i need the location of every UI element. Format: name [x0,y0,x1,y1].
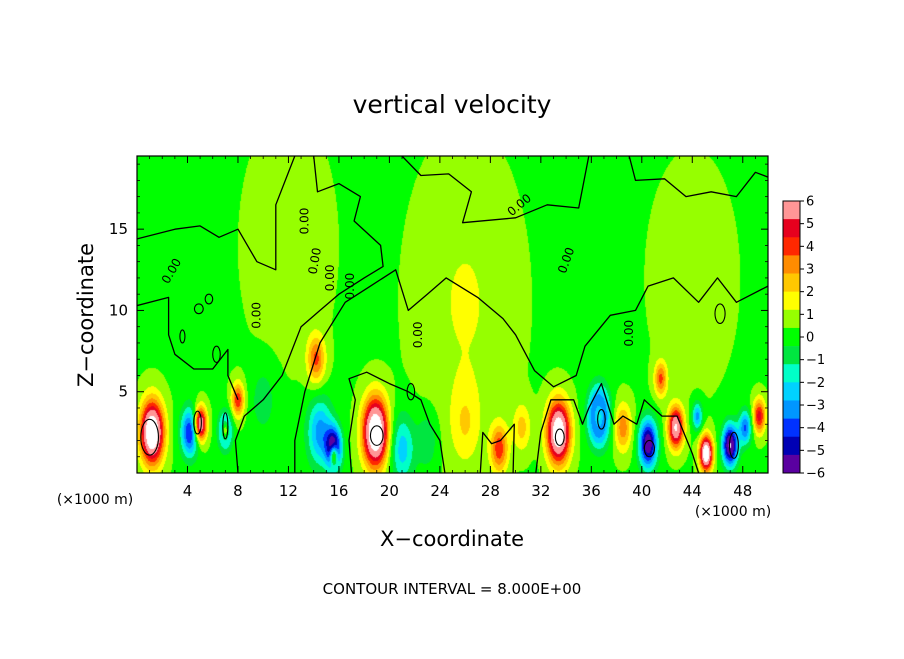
colorbar-bin-14 [783,454,800,474]
y-axis-ticks: 5 10 15 [109,163,768,458]
contour-loop-13 [714,303,726,324]
colorbar-label-6: 0 [806,331,814,346]
z-axis-unit: (×1000 m) [57,492,133,508]
colorbar-bin-13 [783,436,800,456]
x-tick-label-8: 36 [582,482,601,500]
colorbar-label-8: −2 [806,376,825,391]
colorbar-label-3: 3 [806,263,814,278]
contour-line-3 [294,269,768,473]
y-axis-label: Z−coordinate [74,243,98,387]
colorbar-label-10: −4 [806,421,825,436]
x-axis-label: X−coordinate [380,527,524,551]
contour-line-1 [234,156,384,473]
colorbar-bin-6 [783,309,800,329]
velocity-field [137,156,768,473]
contour-line-0 [137,156,296,271]
contour-label-5: 0.00 [343,273,357,300]
x-tick-label-0: 4 [183,482,193,500]
contour-loop-10 [179,329,186,344]
contour-interval-note: CONTOUR INTERVAL = 8.000E+00 [323,580,582,598]
x-tick-label-11: 48 [733,482,752,500]
x-tick-label-1: 8 [233,482,243,500]
x-tick-label-9: 40 [632,482,651,500]
colorbar-label-11: −5 [806,444,825,459]
contour-label-3: 0.00 [306,247,324,276]
contour-loop-3 [369,425,384,446]
contour-loop-11 [212,345,221,364]
colorbar: 6 5 4 3 2 1 0 −1 −2 −3 −4 −5 −6 [782,195,825,482]
x-tick-label-2: 12 [279,482,298,500]
x-tick-label-10: 44 [683,482,702,500]
contour-loop-9 [204,293,214,305]
contour-line-7 [479,423,515,473]
contour-loop-4 [554,428,565,446]
x-tick-label-4: 20 [380,482,399,500]
colorbar-bin-11 [783,400,800,419]
contour-line-2 [137,296,239,401]
contour-label-6: 0.00 [411,321,425,348]
contour-label-2: 0.00 [298,208,312,235]
x-tick-label-6: 28 [481,482,500,500]
x-tick-label-7: 32 [531,482,550,500]
x-tick-label-3: 16 [329,482,348,500]
velocity-field-raster [137,156,768,473]
chart-title: vertical velocity [353,90,552,119]
y-tick-label-2: 15 [109,220,128,238]
contour-line-8 [535,382,700,473]
y-tick-label-0: 5 [118,383,128,401]
contour-loop-7 [728,431,739,459]
colorbar-bin-0 [783,201,800,220]
contour-loop-8 [193,303,204,315]
colorbar-label-9: −3 [806,399,825,414]
colorbar-label-12: −6 [806,467,825,482]
contour-loop-5 [597,409,606,430]
contour-label-4: 0.00 [323,265,337,292]
colorbar-bin-8 [783,346,800,365]
contour-loop-1 [193,410,202,435]
y-tick-label-1: 10 [109,301,128,319]
contour-loop-0 [140,418,160,456]
x-axis-unit: (×1000 m) [695,504,771,520]
colorbar-label-7: −1 [806,353,825,368]
colorbar-label-5: 1 [806,308,814,323]
contour-line-6 [348,371,446,473]
contour-line-4 [401,156,590,224]
colorbar-label-0: 6 [806,195,814,210]
x-tick-label-5: 24 [430,482,449,500]
colorbar-bin-2 [783,237,800,256]
contour-loop-2 [222,412,229,440]
colorbar-label-1: 5 [806,217,814,232]
colorbar-bin-3 [783,255,800,274]
contour-label-9: 0.00 [622,320,636,347]
colorbar-bin-4 [783,273,800,292]
contour-loop-6 [643,439,655,458]
x-axis-ticks: 4 8 12 16 20 24 28 32 36 40 44 48 [149,156,756,500]
colorbar-bin-5 [783,291,800,311]
colorbar-bin-1 [783,219,800,238]
contour-line-5 [628,156,768,198]
colorbar-bin-9 [783,364,800,383]
colorbar-bin-12 [783,418,800,438]
colorbar-label-2: 4 [806,240,814,255]
colorbar-bin-10 [783,382,800,401]
colorbar-bin-7 [783,327,800,347]
contour-loop-12 [406,383,416,401]
colorbar-label-4: 2 [806,285,814,300]
contour-label-1: 0.00 [250,302,264,329]
